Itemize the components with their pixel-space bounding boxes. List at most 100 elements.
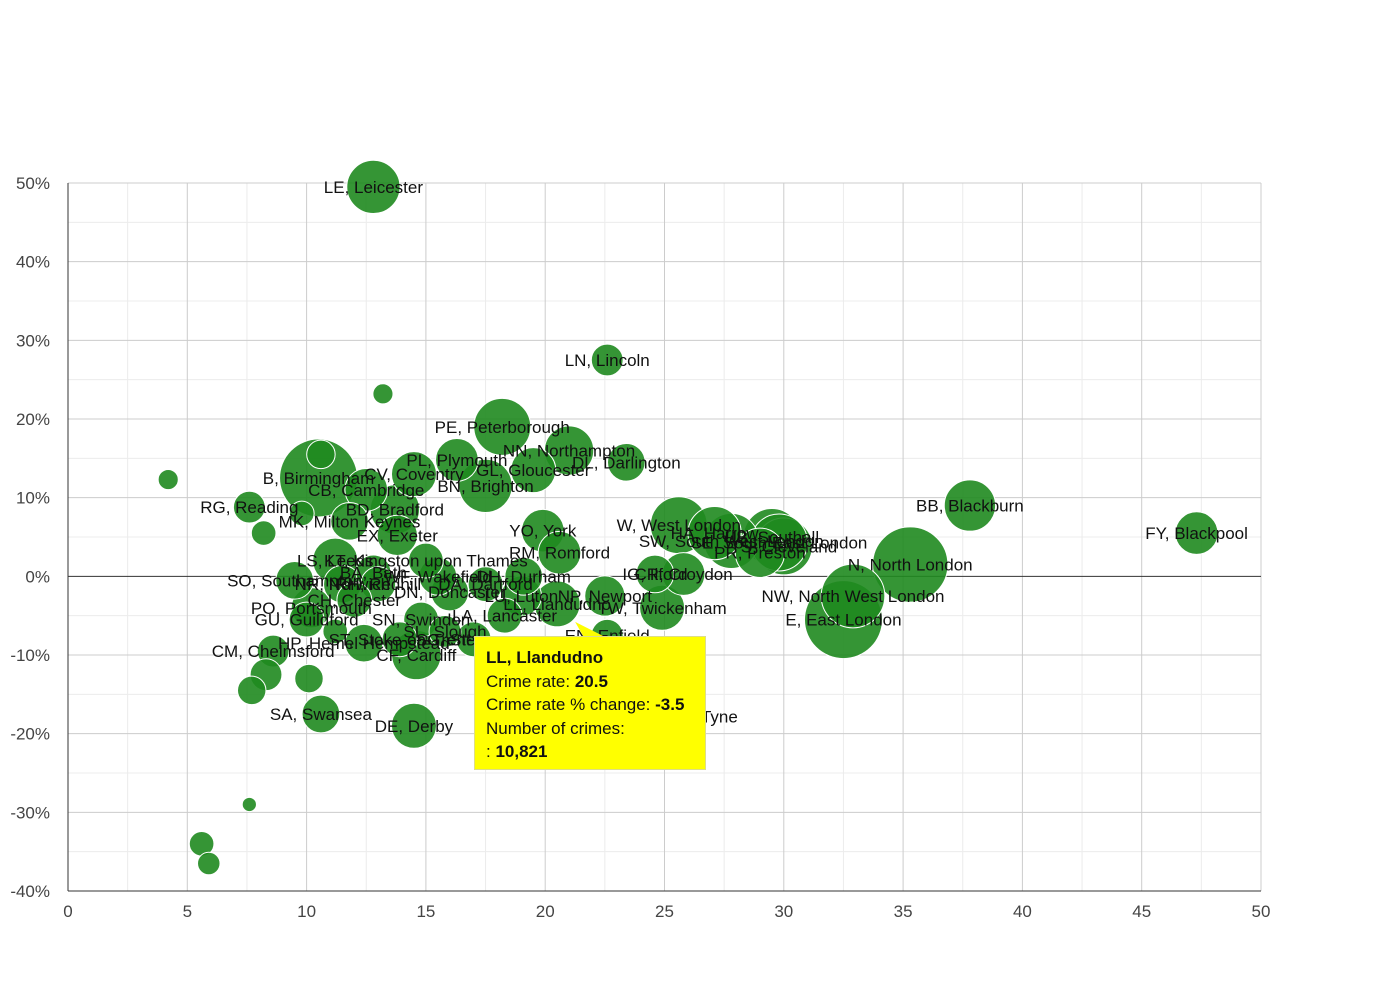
bubble-point[interactable] <box>407 542 444 579</box>
x-tick-label: 0 <box>63 902 72 921</box>
bubble-point[interactable] <box>294 663 324 694</box>
bubble-point[interactable] <box>734 527 786 578</box>
x-tick-label: 35 <box>894 902 913 921</box>
bubble-label: PE, Peterborough <box>435 418 570 437</box>
bubble-point[interactable] <box>590 343 624 377</box>
bubble-point[interactable] <box>687 505 742 561</box>
bubble-point[interactable] <box>435 438 479 482</box>
bubble-label: RH, Redhill <box>335 575 421 594</box>
bubble-label: RG, Reading <box>200 498 298 517</box>
bubble-point[interactable] <box>306 439 336 470</box>
tooltip-change-label: Crime rate % change: <box>486 695 651 714</box>
tooltip-pointer <box>575 621 604 636</box>
x-tick-label: 45 <box>1132 902 1151 921</box>
bubble-point[interactable] <box>322 618 349 645</box>
bubble-label: SL, Slough <box>403 622 486 641</box>
bubble-point[interactable] <box>504 557 544 596</box>
x-tick-label: 10 <box>297 902 316 921</box>
bubble-label: BA, Bath <box>340 563 407 582</box>
bubble-point[interactable] <box>390 451 437 498</box>
bubble-point[interactable] <box>232 490 266 524</box>
tooltip-count-value: 10,821 <box>495 742 548 761</box>
bubble-point[interactable] <box>943 479 997 532</box>
bubble-label: WF, Wakefield <box>384 567 492 586</box>
bubble-point[interactable] <box>236 675 267 706</box>
bubble-point[interactable] <box>486 597 523 634</box>
bubble-label: NN, Northampton <box>503 441 635 460</box>
bubble-point[interactable] <box>1174 511 1219 555</box>
bubble-point[interactable] <box>510 447 557 494</box>
bubble-label: E, East London <box>785 611 901 630</box>
bubble-label: CB, Cambridge <box>308 481 424 500</box>
y-tick-label: -10% <box>10 646 50 665</box>
bubble-point[interactable] <box>275 560 314 600</box>
x-tick-label: 30 <box>774 902 793 921</box>
bubble-point[interactable] <box>197 851 221 876</box>
bubbles <box>157 159 1219 876</box>
bubble-label: ST, Stoke-on-Trent <box>329 630 471 649</box>
bubble-label: EX, Exeter <box>357 526 439 545</box>
tooltip-count-label: Number of crimes: <box>486 718 625 738</box>
bubble-point[interactable] <box>584 575 626 617</box>
bubble-point[interactable] <box>473 397 532 456</box>
bubble-label: KT, Kingston upon Thames <box>324 552 528 571</box>
bubble-label: HP, Hemel Hempstead <box>278 634 450 653</box>
bubble-point[interactable] <box>250 520 277 546</box>
y-tick-label: 10% <box>16 489 50 508</box>
bubble-label: LA, Lancaster <box>452 607 557 626</box>
bubble-point[interactable] <box>390 702 437 749</box>
bubble-label: FY, Blackpool <box>1145 524 1248 543</box>
x-tick-label: 25 <box>655 902 674 921</box>
bubble-label: DA, Dartford <box>438 575 532 594</box>
y-tick-label: -20% <box>10 725 50 744</box>
bubble-point[interactable] <box>241 796 257 813</box>
bubble-label: NW, North West London <box>761 587 944 606</box>
bubble-label: DL, Darlington <box>572 453 681 472</box>
bubble-label: LS, Leeds <box>297 552 374 571</box>
bubble-label: SW, South West London <box>639 532 824 551</box>
y-tick-label: -40% <box>10 882 50 901</box>
bubble-point[interactable] <box>336 582 373 618</box>
bubble-label: SO, Southampton <box>227 571 362 590</box>
tooltip-count-prefix: : <box>486 742 491 761</box>
bubble-point[interactable] <box>537 530 582 575</box>
bubble-label: TS, Cleveland <box>730 537 837 556</box>
bubble-label: TW, Twickenham <box>598 599 727 618</box>
bubble-label: DE, Derby <box>375 717 454 736</box>
y-tick-label: 20% <box>16 410 50 429</box>
bubble-label: CF, Cardiff <box>376 646 456 665</box>
y-tick-label: 40% <box>16 253 50 272</box>
bubble-label: CV, Coventry <box>364 465 464 484</box>
bubble-point[interactable] <box>344 467 389 512</box>
bubble-point[interactable] <box>467 566 504 603</box>
bubble-label: SE, South East London <box>691 534 868 553</box>
bubble-point[interactable] <box>346 159 401 215</box>
bubble-label: SN, Swindon <box>372 611 470 630</box>
bubble-point[interactable] <box>372 383 394 405</box>
bubble-point[interactable] <box>157 469 179 491</box>
bubble-point[interactable] <box>872 526 949 603</box>
x-tick-label: 15 <box>416 902 435 921</box>
bubble-label: SA, Swansea <box>270 705 373 724</box>
y-tick-label: 50% <box>16 174 50 193</box>
bubble-point[interactable] <box>635 554 675 594</box>
bubble-label: W, West London <box>617 516 741 535</box>
bubble-label: DH, Durham <box>476 567 570 586</box>
bubble-point[interactable] <box>288 601 325 638</box>
bubble-label: NR, Norwich <box>295 575 390 594</box>
bubble-point[interactable] <box>381 621 418 658</box>
bubble-point[interactable] <box>820 563 886 629</box>
bubble-point[interactable] <box>428 614 462 648</box>
bubble-point[interactable] <box>376 514 418 557</box>
bubble-labels: LE, Leicester LN, Lincoln PE, Peterborough… <box>200 178 1248 736</box>
bubble-label: HA, Harrow <box>671 524 760 543</box>
tooltip-rate-label: Crime rate: <box>486 671 571 691</box>
bubble-point[interactable] <box>606 442 646 482</box>
bubble-point[interactable] <box>301 694 341 734</box>
bubble-label: NP, Newport <box>558 587 652 606</box>
bubble-label: CH, Chester <box>308 591 402 610</box>
bubble-point[interactable] <box>330 501 369 541</box>
bubble-point[interactable] <box>289 500 315 527</box>
